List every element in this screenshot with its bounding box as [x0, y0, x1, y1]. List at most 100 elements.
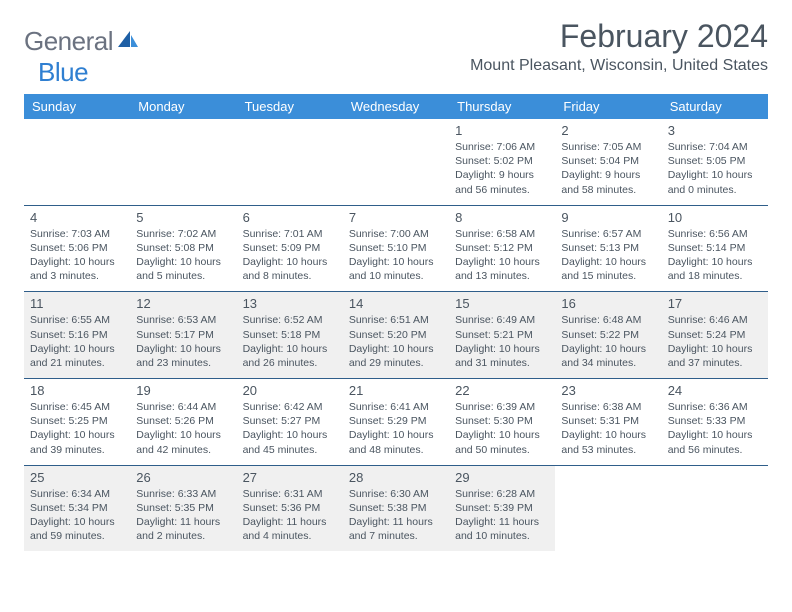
day-cell: 7 Sunrise: 7:00 AMSunset: 5:10 PMDaylight… — [343, 205, 449, 292]
day-number: 13 — [243, 296, 337, 311]
day-info: Sunrise: 6:38 AMSunset: 5:31 PMDaylight:… — [561, 400, 655, 457]
day-number: 2 — [561, 123, 655, 138]
day-number: 29 — [455, 470, 549, 485]
day-number: 23 — [561, 383, 655, 398]
day-cell: 14Sunrise: 6:51 AMSunset: 5:20 PMDayligh… — [343, 292, 449, 379]
day-number: 8 — [455, 210, 549, 225]
week-row: 18 Sunrise: 6:45 AMSunset: 5:25 PMDayligh… — [24, 379, 768, 466]
day-cell: 21Sunrise: 6:41 AMSunset: 5:29 PMDayligh… — [343, 379, 449, 466]
day-cell: 16Sunrise: 6:48 AMSunset: 5:22 PMDayligh… — [555, 292, 661, 379]
day-number: 24 — [668, 383, 762, 398]
week-row: 1 Sunrise: 7:06 AMSunset: 5:02 PMDaylight… — [24, 119, 768, 205]
day-number: 1 — [455, 123, 549, 138]
day-cell: 13 Sunrise: 6:52 AMSunset: 5:18 PMDayligh… — [237, 292, 343, 379]
day-number: 18 — [30, 383, 124, 398]
empty-cell — [555, 465, 661, 551]
day-header: Monday — [130, 94, 236, 119]
day-cell: 28 Sunrise: 6:30 AMSunset: 5:38 PMDayligh… — [343, 465, 449, 551]
calendar-table: SundayMondayTuesdayWednesdayThursdayFrid… — [24, 94, 768, 551]
day-number: 19 — [136, 383, 230, 398]
day-info: Sunrise: 6:39 AMSunset: 5:30 PMDaylight:… — [455, 400, 549, 457]
day-cell: 4 Sunrise: 7:03 AMSunset: 5:06 PMDaylight… — [24, 205, 130, 292]
day-number: 22 — [455, 383, 549, 398]
day-number: 25 — [30, 470, 124, 485]
day-info: Sunrise: 6:55 AMSunset: 5:16 PMDaylight:… — [30, 313, 124, 370]
brand-sail-icon — [116, 29, 140, 54]
day-number: 3 — [668, 123, 762, 138]
calendar-page: General February 2024 Mount Pleasant, Wi… — [0, 0, 792, 551]
day-cell: 15Sunrise: 6:49 AMSunset: 5:21 PMDayligh… — [449, 292, 555, 379]
day-info: Sunrise: 7:00 AMSunset: 5:10 PMDaylight:… — [349, 227, 443, 284]
day-cell: 18 Sunrise: 6:45 AMSunset: 5:25 PMDayligh… — [24, 379, 130, 466]
day-info: Sunrise: 7:03 AMSunset: 5:06 PMDaylight:… — [30, 227, 124, 284]
day-info: Sunrise: 6:36 AMSunset: 5:33 PMDaylight:… — [668, 400, 762, 457]
brand-general: General — [24, 26, 113, 57]
day-number: 7 — [349, 210, 443, 225]
day-header: Tuesday — [237, 94, 343, 119]
day-number: 28 — [349, 470, 443, 485]
day-number: 6 — [243, 210, 337, 225]
day-cell: 12 Sunrise: 6:53 AMSunset: 5:17 PMDayligh… — [130, 292, 236, 379]
day-header: Saturday — [662, 94, 768, 119]
week-row: 25Sunrise: 6:34 AMSunset: 5:34 PMDayligh… — [24, 465, 768, 551]
day-cell: 20 Sunrise: 6:42 AMSunset: 5:27 PMDayligh… — [237, 379, 343, 466]
brand-blue: Blue — [38, 57, 88, 88]
day-header-row: SundayMondayTuesdayWednesdayThursdayFrid… — [24, 94, 768, 119]
day-info: Sunrise: 7:01 AMSunset: 5:09 PMDaylight:… — [243, 227, 337, 284]
empty-cell — [343, 119, 449, 205]
day-header: Sunday — [24, 94, 130, 119]
day-info: Sunrise: 6:45 AMSunset: 5:25 PMDaylight:… — [30, 400, 124, 457]
title-block: February 2024 Mount Pleasant, Wisconsin,… — [470, 18, 768, 75]
empty-cell — [130, 119, 236, 205]
location: Mount Pleasant, Wisconsin, United States — [470, 57, 768, 75]
day-number: 11 — [30, 296, 124, 311]
day-number: 21 — [349, 383, 443, 398]
day-cell: 10 Sunrise: 6:56 AMSunset: 5:14 PMDayligh… — [662, 205, 768, 292]
day-number: 4 — [30, 210, 124, 225]
day-info: Sunrise: 6:58 AMSunset: 5:12 PMDaylight:… — [455, 227, 549, 284]
empty-cell — [662, 465, 768, 551]
calendar-body: 1 Sunrise: 7:06 AMSunset: 5:02 PMDaylight… — [24, 119, 768, 551]
month-title: February 2024 — [470, 18, 768, 55]
day-cell: 9 Sunrise: 6:57 AMSunset: 5:13 PMDaylight… — [555, 205, 661, 292]
day-info: Sunrise: 7:04 AMSunset: 5:05 PMDaylight:… — [668, 140, 762, 197]
day-info: Sunrise: 6:31 AMSunset: 5:36 PMDaylight:… — [243, 487, 337, 544]
day-cell: 8 Sunrise: 6:58 AMSunset: 5:12 PMDaylight… — [449, 205, 555, 292]
day-number: 12 — [136, 296, 230, 311]
day-cell: 2 Sunrise: 7:05 AMSunset: 5:04 PMDaylight… — [555, 119, 661, 205]
calendar-head: SundayMondayTuesdayWednesdayThursdayFrid… — [24, 94, 768, 119]
day-cell: 17Sunrise: 6:46 AMSunset: 5:24 PMDayligh… — [662, 292, 768, 379]
day-info: Sunrise: 6:42 AMSunset: 5:27 PMDaylight:… — [243, 400, 337, 457]
day-cell: 23 Sunrise: 6:38 AMSunset: 5:31 PMDayligh… — [555, 379, 661, 466]
day-number: 5 — [136, 210, 230, 225]
day-header: Thursday — [449, 94, 555, 119]
day-cell: 29Sunrise: 6:28 AMSunset: 5:39 PMDayligh… — [449, 465, 555, 551]
day-info: Sunrise: 6:52 AMSunset: 5:18 PMDaylight:… — [243, 313, 337, 370]
day-info: Sunrise: 7:05 AMSunset: 5:04 PMDaylight:… — [561, 140, 655, 197]
day-number: 9 — [561, 210, 655, 225]
day-number: 10 — [668, 210, 762, 225]
day-info: Sunrise: 7:06 AMSunset: 5:02 PMDaylight:… — [455, 140, 549, 197]
empty-cell — [24, 119, 130, 205]
day-info: Sunrise: 6:30 AMSunset: 5:38 PMDaylight:… — [349, 487, 443, 544]
day-header: Friday — [555, 94, 661, 119]
day-cell: 5 Sunrise: 7:02 AMSunset: 5:08 PMDaylight… — [130, 205, 236, 292]
day-cell: 3 Sunrise: 7:04 AMSunset: 5:05 PMDaylight… — [662, 119, 768, 205]
day-cell: 1 Sunrise: 7:06 AMSunset: 5:02 PMDaylight… — [449, 119, 555, 205]
day-cell: 26Sunrise: 6:33 AMSunset: 5:35 PMDayligh… — [130, 465, 236, 551]
day-number: 27 — [243, 470, 337, 485]
day-info: Sunrise: 6:56 AMSunset: 5:14 PMDaylight:… — [668, 227, 762, 284]
day-number: 20 — [243, 383, 337, 398]
day-number: 17 — [668, 296, 762, 311]
day-header: Wednesday — [343, 94, 449, 119]
day-cell: 19Sunrise: 6:44 AMSunset: 5:26 PMDayligh… — [130, 379, 236, 466]
week-row: 11 Sunrise: 6:55 AMSunset: 5:16 PMDayligh… — [24, 292, 768, 379]
day-info: Sunrise: 6:53 AMSunset: 5:17 PMDaylight:… — [136, 313, 230, 370]
day-cell: 22 Sunrise: 6:39 AMSunset: 5:30 PMDayligh… — [449, 379, 555, 466]
day-info: Sunrise: 6:57 AMSunset: 5:13 PMDaylight:… — [561, 227, 655, 284]
day-cell: 27 Sunrise: 6:31 AMSunset: 5:36 PMDayligh… — [237, 465, 343, 551]
day-info: Sunrise: 6:33 AMSunset: 5:35 PMDaylight:… — [136, 487, 230, 544]
day-number: 14 — [349, 296, 443, 311]
day-cell: 24 Sunrise: 6:36 AMSunset: 5:33 PMDayligh… — [662, 379, 768, 466]
day-info: Sunrise: 7:02 AMSunset: 5:08 PMDaylight:… — [136, 227, 230, 284]
